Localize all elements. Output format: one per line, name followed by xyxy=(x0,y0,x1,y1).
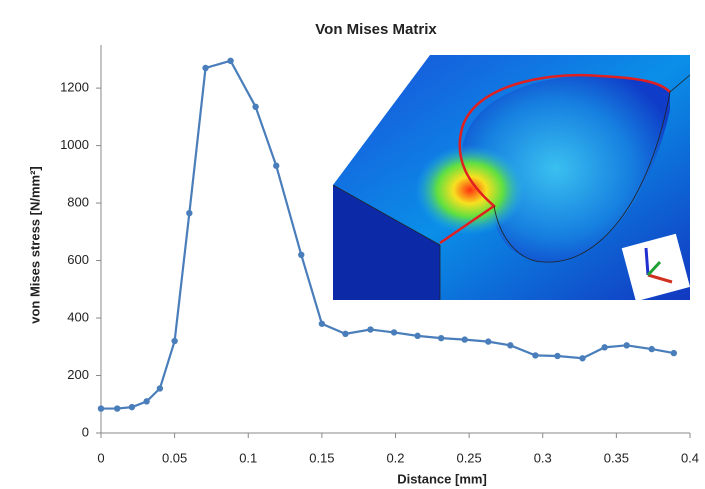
point xyxy=(649,346,655,352)
point xyxy=(414,333,420,339)
y-axis-label: von Mises stress [N/mm²] xyxy=(27,166,42,324)
point xyxy=(671,350,677,356)
point xyxy=(143,398,149,404)
y-tick-label: 0 xyxy=(82,424,89,439)
y-tick-label: 400 xyxy=(67,309,89,324)
point xyxy=(319,321,325,327)
x-tick-label: 0.35 xyxy=(604,450,629,465)
y-tick-label: 1200 xyxy=(60,80,89,95)
y-tick-label: 1000 xyxy=(60,137,89,152)
point xyxy=(129,404,135,410)
x-tick-label: 0.15 xyxy=(309,450,334,465)
x-tick-label: 0.25 xyxy=(456,450,481,465)
x-tick-label: 0.05 xyxy=(162,450,187,465)
point xyxy=(391,329,397,335)
y-tick-label: 600 xyxy=(67,252,89,267)
point xyxy=(171,338,177,344)
point xyxy=(157,385,163,391)
point xyxy=(601,344,607,350)
point xyxy=(186,210,192,216)
point xyxy=(507,342,513,348)
x-axis-label: Distance [mm] xyxy=(397,471,487,486)
point xyxy=(623,342,629,348)
point xyxy=(438,335,444,341)
point xyxy=(342,331,348,337)
point xyxy=(462,336,468,342)
point xyxy=(252,104,258,110)
x-tick-label: 0.1 xyxy=(239,450,257,465)
point xyxy=(114,405,120,411)
chart-title: Von Mises Matrix xyxy=(315,21,437,38)
chart: Von Mises Matrix Distance [mm] von Mises… xyxy=(0,0,705,489)
x-tick-label: 0 xyxy=(97,450,104,465)
point xyxy=(579,355,585,361)
x-tick-label: 0.4 xyxy=(681,450,699,465)
y-tick-label: 200 xyxy=(67,367,89,382)
x-tick-label: 0.2 xyxy=(386,450,404,465)
point xyxy=(485,338,491,344)
fem-inset xyxy=(333,55,690,301)
point xyxy=(227,58,233,64)
point xyxy=(273,163,279,169)
x-tick-label: 0.3 xyxy=(534,450,552,465)
point xyxy=(367,326,373,332)
point xyxy=(532,352,538,358)
point xyxy=(298,252,304,258)
point xyxy=(554,353,560,359)
point xyxy=(202,65,208,71)
point xyxy=(98,405,104,411)
y-tick-label: 800 xyxy=(67,195,89,210)
